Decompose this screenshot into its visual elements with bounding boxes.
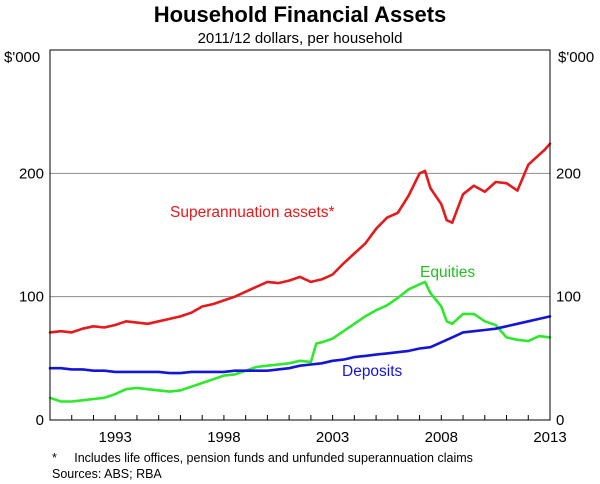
x-tick-marks	[49, 415, 551, 420]
y-tick-right-200: 200	[556, 165, 581, 182]
x-tick-labels: 1993 1998 2003 2008 2013	[99, 429, 567, 446]
right-y-tick-labels: 0 100 200	[556, 165, 581, 429]
series-lines	[48, 142, 552, 403]
series-label-equities: Equities	[420, 264, 475, 281]
series-label-deposits: Deposits	[342, 363, 403, 380]
y-tick-left-100: 100	[19, 289, 44, 306]
left-y-tick-labels: 0 100 200	[19, 165, 44, 429]
chart-subtitle: 2011/12 dollars, per household	[198, 30, 403, 47]
x-tick-label-2013: 2013	[533, 429, 566, 446]
series-line-equities	[48, 280, 552, 403]
chart-title: Household Financial Assets	[154, 2, 447, 27]
y-tick-left-0: 0	[36, 412, 44, 429]
x-tick-label-1993: 1993	[99, 429, 132, 446]
y-tick-left-200: 200	[19, 165, 44, 182]
series-label-superannuation: Superannuation assets*	[170, 204, 335, 221]
x-tick-label-1998: 1998	[207, 429, 240, 446]
y-tick-right-0: 0	[556, 412, 564, 429]
right-axis-unit: $'000	[558, 49, 594, 66]
gridlines	[50, 172, 550, 298]
left-axis-unit: $'000	[4, 49, 40, 66]
series-line-deposits	[48, 315, 552, 375]
series-line-superannuation-assets	[48, 142, 552, 334]
x-tick-label-2008: 2008	[425, 429, 458, 446]
y-tick-right-100: 100	[556, 289, 581, 306]
sources: Sources: ABS; RBA	[52, 467, 162, 481]
footnote: * Includes life offices, pension funds a…	[52, 451, 473, 465]
x-tick-label-2003: 2003	[316, 429, 349, 446]
plot-frame	[49, 49, 551, 421]
